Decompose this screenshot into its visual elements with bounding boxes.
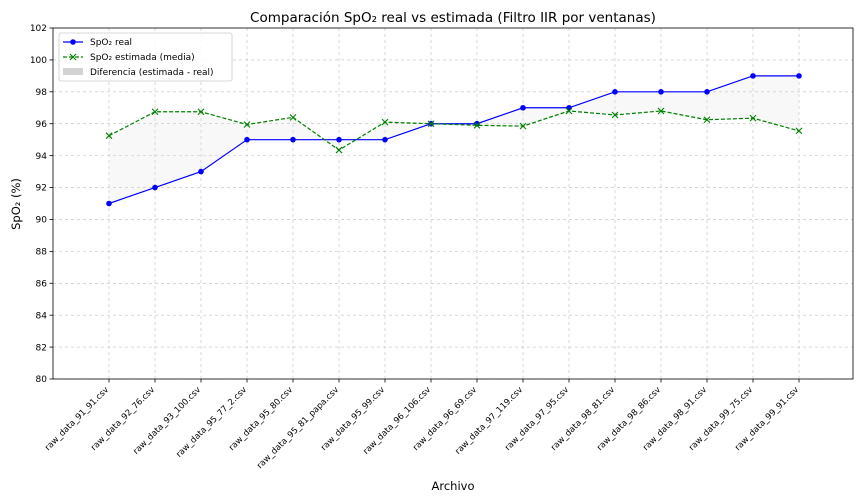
difference-band-layer <box>109 75 799 204</box>
series-line <box>108 75 799 205</box>
data-point <box>473 121 481 129</box>
y-tick-label: 92 <box>36 184 47 194</box>
y-tick-label: 86 <box>36 279 48 289</box>
legend-swatch-band <box>63 68 83 75</box>
data-point <box>381 118 389 126</box>
data-point <box>151 108 159 116</box>
data-point <box>290 136 296 143</box>
data-point <box>611 111 619 119</box>
legend-marker-estimada <box>69 53 77 61</box>
y-tick-label: 98 <box>36 88 48 98</box>
plot-frame <box>52 27 854 380</box>
y-tick-label: 96 <box>36 120 48 130</box>
legend-frame <box>58 32 233 82</box>
data-point <box>105 132 113 140</box>
data-point <box>750 73 756 79</box>
legend-marker-real <box>70 39 76 45</box>
y-tick-label: 100 <box>30 56 47 66</box>
difference-band <box>109 75 799 204</box>
data-point <box>382 136 388 143</box>
y-tick-label: 80 <box>36 375 48 385</box>
data-point <box>749 114 757 122</box>
series-estimada <box>105 107 803 154</box>
y-axis-label: SpO₂ (%) <box>9 178 23 230</box>
data-point <box>289 113 297 121</box>
y-tick-label: 90 <box>36 216 48 226</box>
data-point <box>336 136 342 143</box>
legend: SpO₂ real SpO₂ estimada (media) Diferenc… <box>58 32 233 82</box>
data-point <box>244 136 250 143</box>
legend-label-estimada: SpO₂ estimada (media) <box>90 53 195 63</box>
data-point <box>519 122 527 130</box>
data-point <box>243 121 251 128</box>
data-point <box>565 107 573 115</box>
y-tick-label: 88 <box>36 248 48 258</box>
data-point <box>658 89 664 95</box>
data-point <box>703 116 711 124</box>
series-layer <box>105 73 803 207</box>
series-line <box>108 110 800 151</box>
data-point <box>796 73 802 79</box>
data-point <box>152 184 158 191</box>
y-tick-label: 102 <box>30 24 47 34</box>
y-tick-label: 84 <box>36 311 48 321</box>
legend-label-band: Diferencia (estimada - real) <box>90 68 214 78</box>
data-point <box>427 120 435 128</box>
legend-label-real: SpO₂ real <box>90 38 132 48</box>
data-point <box>197 108 205 116</box>
chart-title: Comparación SpO₂ real vs estimada (Filtr… <box>250 10 656 26</box>
x-axis-label: Archivo <box>432 479 475 493</box>
data-point <box>106 200 112 207</box>
data-point <box>520 104 526 111</box>
data-point <box>795 127 803 135</box>
y-tick-label: 94 <box>36 152 48 162</box>
data-point <box>657 107 665 115</box>
data-point <box>704 89 710 95</box>
y-axis-ticks: 80 82 84 86 88 90 92 94 96 98 100 102 <box>30 24 53 385</box>
data-point <box>612 89 618 95</box>
data-point <box>335 146 343 154</box>
y-tick-label: 82 <box>36 343 47 353</box>
data-point <box>198 168 204 175</box>
